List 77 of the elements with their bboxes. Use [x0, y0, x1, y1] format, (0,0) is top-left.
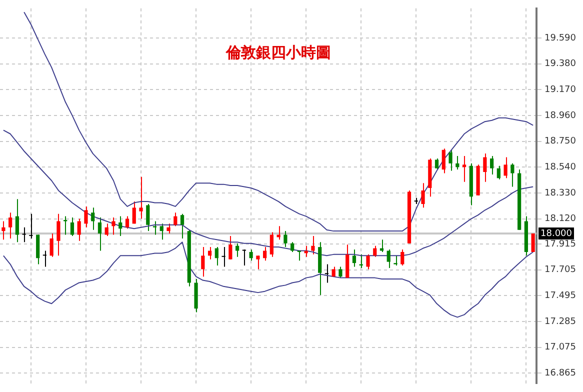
candlestick: [483, 153, 487, 182]
candlestick: [201, 246, 205, 278]
candlestick: [98, 217, 102, 252]
y-tick-label: 19.170: [544, 84, 576, 95]
candlestick: [29, 213, 33, 239]
candlestick: [70, 217, 74, 236]
candlestick: [249, 249, 253, 262]
y-tick-label: 19.590: [544, 33, 576, 44]
candlestick: [214, 246, 218, 266]
candlestick: [77, 218, 81, 242]
text: 倫敦銀四小時圖: [224, 43, 331, 62]
candlestick: [456, 156, 460, 170]
candlestick: [56, 213, 60, 256]
y-tick-label: 17.285: [544, 316, 576, 327]
candlestick: [166, 223, 170, 234]
candlestick: [352, 249, 356, 268]
candlestick: [490, 156, 494, 175]
candlestick: [290, 242, 294, 252]
candlestick: [284, 230, 288, 248]
y-tick-label: 17.075: [544, 342, 576, 353]
candlestick: [2, 220, 6, 240]
y-tick-label: 16.865: [544, 368, 576, 378]
candlestick: [462, 156, 466, 182]
candlestick: [311, 235, 315, 255]
y-tick-label: 17.705: [544, 265, 576, 276]
candlestick: [50, 233, 54, 258]
candlestick: [400, 249, 404, 266]
candlestick: [297, 250, 302, 262]
candlestick: [118, 216, 122, 236]
candlestick: [8, 212, 12, 239]
candlestick: [366, 254, 370, 270]
candlestick: [104, 223, 108, 236]
candlestick: [394, 255, 398, 266]
candlestick: [160, 223, 164, 240]
candlestick: [270, 232, 274, 258]
candlestick: [346, 244, 350, 278]
candlestick: [36, 234, 40, 265]
candlestick: [208, 246, 212, 260]
candlestick: [504, 156, 508, 179]
y-tick-label: 18.960: [544, 110, 576, 121]
candlestick: [373, 245, 377, 258]
ref-line-label: 18.000: [540, 228, 572, 239]
candlestick: [338, 266, 342, 278]
candlestick: [510, 162, 514, 188]
candlestick: [256, 255, 260, 270]
candlestick: [180, 213, 184, 239]
candlestick: [42, 250, 47, 268]
candlestick: [304, 245, 308, 258]
candlestick: [174, 212, 178, 227]
candlestick: [386, 249, 390, 268]
candlestick: [448, 149, 452, 172]
candlestick: [112, 217, 116, 236]
candlestick: [22, 226, 26, 243]
candlestick: [263, 246, 267, 262]
y-tick-label: 18.120: [544, 214, 576, 224]
y-tick-label: 19.380: [544, 59, 576, 70]
candlestick: [152, 220, 157, 236]
candlestick: [242, 249, 246, 266]
y-tick-label: 18.750: [544, 136, 576, 147]
candlestick: [125, 216, 130, 230]
candlestick: [228, 235, 232, 260]
candlestick: [222, 246, 226, 268]
candlestick: [132, 201, 136, 224]
candlestick: [421, 182, 425, 208]
y-tick-label: 18.540: [544, 162, 576, 172]
candlestick: [324, 264, 329, 284]
y-tick-label: 17.495: [544, 290, 576, 301]
candlestick: [15, 198, 19, 243]
candlestick: [91, 207, 95, 230]
candlestick: [434, 158, 439, 170]
y-tick-label: 17.915: [544, 239, 576, 250]
candlestick: [496, 165, 500, 180]
candlestick: [146, 203, 150, 232]
y-tick-label: 18.330: [544, 188, 576, 198]
candlestick: [139, 176, 143, 220]
candlestick: [442, 148, 446, 174]
candlestick: [84, 206, 88, 228]
